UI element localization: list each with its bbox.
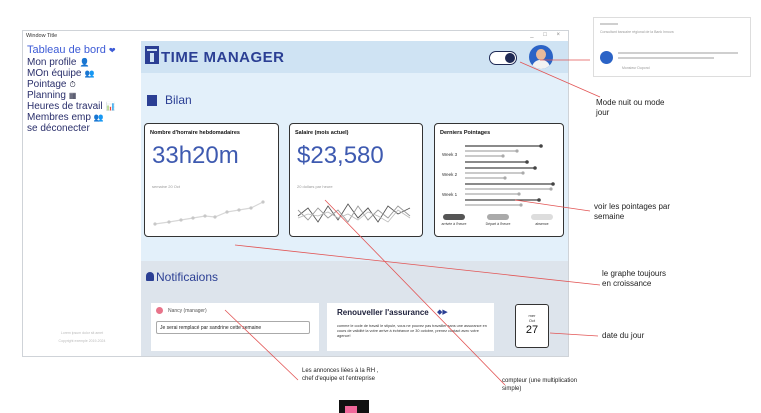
toggle-knob: [505, 53, 515, 63]
announcement-card[interactable]: Nancy (manager) Je serai remplacé par sa…: [151, 303, 319, 351]
last-clockings-card[interactable]: Derniers Pointages Week 3 Week 2 Week 1: [434, 123, 564, 237]
app-icon-fragment: [339, 400, 369, 413]
mock-line: [600, 23, 618, 25]
mock-line: [618, 57, 714, 59]
week-label: Week 2: [442, 172, 458, 177]
note-annonces: Les annonces liées à la RH , chef d'equi…: [302, 368, 379, 382]
salary-card[interactable]: Salaire (mois actuel) $23,580 20 dollars…: [289, 123, 423, 237]
announcement-author: Nancy (manager): [168, 308, 207, 314]
date-month: Oct: [528, 318, 536, 323]
team-icon: 👥: [84, 69, 95, 78]
weekly-hours-card[interactable]: Nombre d'horraire hebdomadaires 33h20m s…: [144, 123, 279, 237]
sidebar-item-label: Heures de travail: [27, 101, 103, 112]
sidebar-item-planning[interactable]: Planning ▦: [27, 90, 76, 101]
salary-value: $23,580: [297, 142, 384, 169]
sidebar-item-label: Pointage: [27, 79, 67, 90]
date-widget: mer Oct 27: [515, 304, 549, 348]
window-controls[interactable]: _ □ ×: [530, 32, 564, 38]
note-pointages: voir les pointages par semaine: [594, 202, 671, 221]
brand-title: TIME MANAGER: [161, 49, 285, 66]
week-label: Week 1: [442, 192, 458, 197]
sidebar-item-pointage[interactable]: Pointage ⏱: [27, 79, 76, 90]
avatar-body: [532, 60, 550, 69]
legend-swatch-on-time-arrival: [443, 214, 465, 220]
sidebar-item-label: se déconecter: [27, 123, 90, 134]
sidebar-item-logout[interactable]: se déconecter: [27, 123, 90, 134]
card-subtitle: semaine 20 Oct: [152, 184, 181, 189]
avatar: [600, 51, 613, 64]
sidebar-item-dashboard[interactable]: Tableau de bord ❤: [27, 44, 116, 56]
clock-icon: ⏱: [69, 80, 76, 89]
sidebar-footer-line: Copyright exemple 2019-2024: [58, 339, 106, 343]
sidebar: Tableau de bord ❤ Mon profile 👤 MOn équipe…: [23, 41, 141, 356]
calendar-grid-icon: ▦: [68, 91, 77, 100]
legend-label: Départ à l'heure: [485, 222, 511, 226]
sidebar-item-team[interactable]: MOn équipe 👥: [27, 68, 94, 79]
growth-sparkline: [153, 200, 265, 226]
card-title: Nombre d'horraire hebdomadaires: [150, 130, 240, 136]
avatar-face: [536, 49, 546, 60]
salary-line-chart: [297, 203, 411, 223]
sidebar-item-members[interactable]: Membres emp 👥: [27, 112, 104, 123]
profile-popup-mock: Consultant bancaire régional de la Bank …: [593, 17, 751, 77]
sidebar-item-label: MOn équipe: [27, 68, 82, 79]
bilan-section: Bilan Nombre d'horraire hebdomadaires 33…: [141, 73, 568, 288]
mock-line: [618, 52, 738, 54]
insurance-card[interactable]: Renouveller l'assurance ◆▶ comme le code…: [327, 303, 494, 351]
note-mode: Mode nuit ou mode jour: [596, 98, 665, 117]
sidebar-footer-line: Lorem ipsum dolor sit amet: [60, 331, 104, 335]
avatar[interactable]: [529, 45, 553, 69]
app-icon-inner: [345, 406, 357, 413]
notifications-section: Notificaions Nancy (manager) Je serai re…: [141, 261, 568, 356]
note-date: date du jour: [602, 331, 645, 340]
sidebar-item-label: Planning: [27, 90, 66, 101]
sidebar-item-label: Mon profile: [27, 57, 77, 68]
user-icon: 👤: [79, 58, 90, 67]
play-arrow-icon[interactable]: ◆▶: [437, 309, 448, 316]
date-day: 27: [525, 324, 539, 336]
heart-icon: ❤: [108, 46, 116, 55]
weekly-hours-value: 33h20m: [152, 142, 239, 169]
app-window: Window Title _ □ × Tableau de bord ❤ Mon …: [22, 30, 569, 357]
building-icon: [147, 95, 157, 106]
card-title: Derniers Pointages: [440, 130, 491, 136]
sidebar-item-hours[interactable]: Heures de travail 📊: [27, 101, 116, 112]
announcement-message: Je serai remplacé par sandrine cette sem…: [156, 321, 310, 334]
legend-swatch-on-time-departure: [487, 214, 509, 220]
insurance-text: comme le code de travail le stipule, vou…: [337, 324, 487, 339]
date-weekday: mer: [528, 313, 536, 318]
author-avatar: [156, 307, 163, 314]
logo-icon: [145, 46, 159, 64]
theme-toggle[interactable]: [489, 51, 517, 65]
sidebar-item-label: Tableau de bord: [27, 44, 106, 56]
insurance-title: Renouveller l'assurance: [337, 308, 429, 317]
clockings-bars: [465, 144, 555, 207]
note-graphe: le graphe toujours en croissance: [602, 269, 667, 288]
section-title: Bilan: [165, 93, 192, 107]
week-label: Week 3: [442, 152, 458, 157]
mock-name: Monsieur Dupond: [622, 66, 650, 70]
mock-caption: Consultant bancaire régional de la Bank …: [600, 30, 674, 34]
sidebar-item-profile[interactable]: Mon profile 👤: [27, 57, 89, 68]
window-title: Window Title: [26, 33, 58, 39]
card-subtitle: 20 dollars par heure: [297, 184, 333, 189]
title-bar: Window Title _ □ ×: [23, 31, 568, 41]
section-title: Notificaions: [156, 270, 219, 284]
card-title: Salaire (mois actuel): [295, 130, 349, 136]
bar-chart-icon: 📊: [105, 102, 116, 111]
sidebar-item-label: Membres emp: [27, 112, 91, 123]
legend-label: absence: [535, 222, 549, 226]
legend-swatch-absence: [531, 214, 553, 220]
legend-label: arrivée à l'heure: [441, 222, 467, 226]
top-header: TIME MANAGER: [141, 41, 568, 73]
members-icon: 👥: [93, 113, 104, 122]
bell-icon: [146, 272, 154, 281]
note-compteur: compteur (une multiplication simple): [502, 378, 578, 392]
